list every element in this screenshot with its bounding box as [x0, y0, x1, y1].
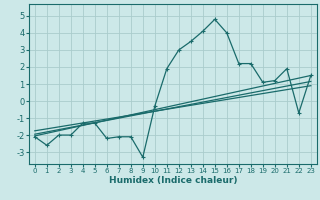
- X-axis label: Humidex (Indice chaleur): Humidex (Indice chaleur): [108, 176, 237, 185]
